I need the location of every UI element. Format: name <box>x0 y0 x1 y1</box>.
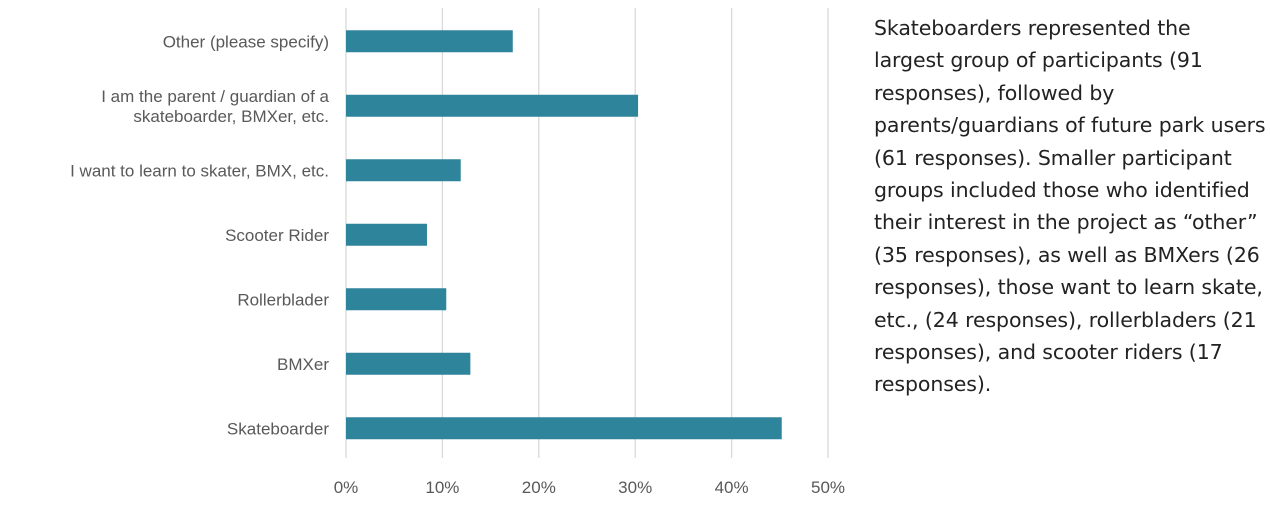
category-label: Skateboarder <box>227 419 329 438</box>
bars <box>346 30 782 440</box>
category-label: I want to learn to skater, BMX, etc. <box>70 161 329 180</box>
bar <box>346 223 427 246</box>
category-label-line: skateboarder, BMXer, etc. <box>133 107 329 126</box>
bar <box>346 288 447 311</box>
category-label-line: BMXer <box>277 355 329 374</box>
bar <box>346 159 461 182</box>
category-label: Scooter Rider <box>225 226 329 245</box>
bar <box>346 94 639 117</box>
category-label: I am the parent / guardian of a skateboar… <box>101 87 329 126</box>
bar <box>346 352 471 375</box>
category-label: Other (please specify) <box>163 32 329 51</box>
bar <box>346 30 513 53</box>
x-tick-label: 30% <box>618 478 652 497</box>
x-tick-label: 10% <box>425 478 459 497</box>
x-tick-label: 40% <box>715 478 749 497</box>
x-tick-label: 20% <box>522 478 556 497</box>
summary-paragraph: Skateboarders represented the largest gr… <box>874 16 1266 397</box>
x-tick-label: 0% <box>334 478 359 497</box>
bar-chart: 0% 10% 20% 30% 40% 50% Other (please specify) I… <box>70 8 845 497</box>
category-label-line: I want to learn to skater, BMX, etc. <box>70 161 329 180</box>
x-axis-tick-labels: 0% 10% 20% 30% 40% 50% <box>334 478 845 497</box>
category-label: BMXer <box>277 355 329 374</box>
x-tick-label: 50% <box>811 478 845 497</box>
category-labels: Other (please specify) I am the parent / … <box>70 32 329 438</box>
category-label-line: Scooter Rider <box>225 226 329 245</box>
bar <box>346 417 782 440</box>
category-label-line: Rollerblader <box>237 290 329 309</box>
gridlines <box>345 8 829 458</box>
category-label-line: Other (please specify) <box>163 32 329 51</box>
category-label: Rollerblader <box>237 290 329 309</box>
category-label-line: Skateboarder <box>227 419 329 438</box>
category-label-line: I am the parent / guardian of a <box>101 87 329 106</box>
